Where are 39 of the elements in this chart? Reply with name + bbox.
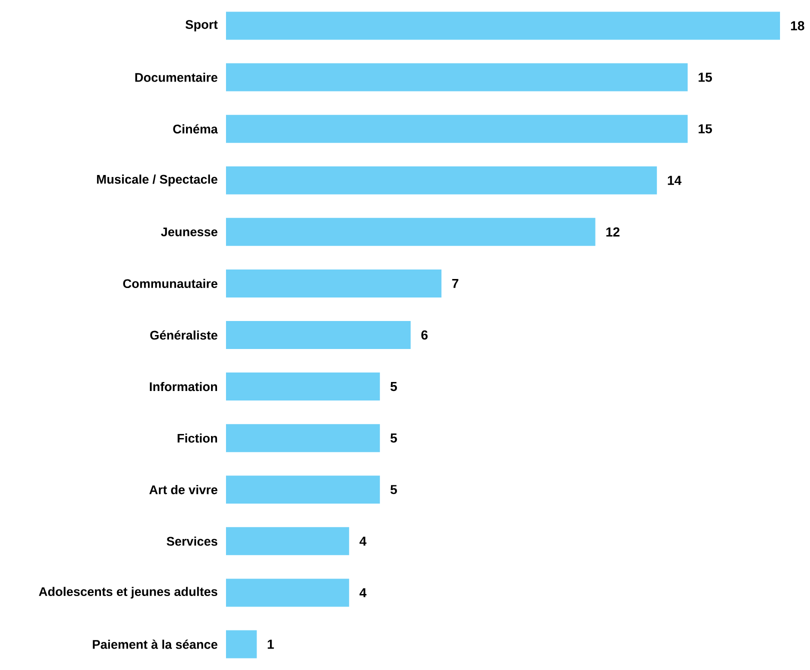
data-label: 12 [606,227,620,236]
y-tick-label: Adolescents et jeunes adultes [38,586,218,599]
y-tick-label: Communautaire [123,278,218,288]
y-tick-label: Art de vivre [149,485,218,494]
y-tick-label: Généraliste [150,330,218,340]
data-label: 5 [390,485,397,494]
y-tick-label: Cinéma [173,124,218,134]
bar [226,114,688,143]
bar [226,12,780,40]
bar [226,269,442,298]
y-tick-label: Documentaire [135,72,218,82]
bar [226,578,350,607]
data-label: 4 [360,588,366,598]
y-tick-label: Fiction [178,433,218,443]
bar [226,476,380,504]
y-tick-label: Paiement à la séance [92,640,218,649]
data-label: 5 [390,382,397,392]
y-tick-label: Jeunesse [161,228,218,236]
data-label: 6 [421,330,428,340]
y-tick-label: Information [150,382,218,392]
bar [226,321,411,350]
bar [226,63,688,92]
y-tick-label: Services [166,536,218,546]
y-tick-label: Musicale / Spectacle [97,174,218,186]
data-label: 1 [268,640,274,649]
bar [226,424,380,452]
bar [226,218,596,246]
bar [226,166,657,194]
data-label: 15 [698,124,712,134]
bar [226,527,350,556]
data-label: 18 [791,21,804,30]
data-label: 15 [698,72,712,82]
data-label: 5 [390,434,397,443]
y-tick-label: Sport [186,20,218,32]
data-label: 7 [452,279,458,288]
data-label: 4 [360,536,366,546]
bar [226,630,257,658]
bar [226,372,380,401]
data-label: 14 [668,176,682,185]
